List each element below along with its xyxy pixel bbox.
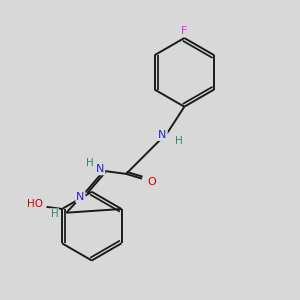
- Text: N: N: [76, 192, 85, 202]
- Text: H: H: [51, 209, 58, 219]
- Text: H: H: [86, 158, 94, 167]
- Text: N: N: [96, 164, 104, 174]
- Text: H: H: [176, 136, 183, 146]
- Text: HO: HO: [27, 199, 43, 208]
- Text: F: F: [181, 26, 188, 36]
- Text: N: N: [158, 130, 167, 140]
- Text: O: O: [148, 177, 157, 187]
